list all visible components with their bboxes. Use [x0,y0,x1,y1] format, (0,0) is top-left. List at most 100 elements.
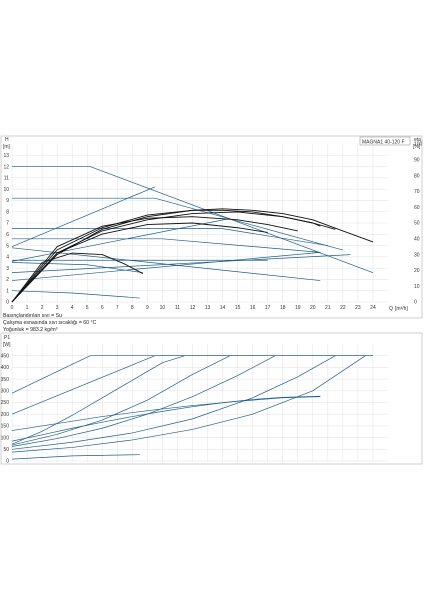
bottom-chart-frame [0,332,423,465]
x-tick-label: 7 [116,305,119,311]
x-tick-label: 6 [101,305,104,311]
x-tick-label: 18 [280,305,286,311]
x-tick-label: 15 [235,305,241,311]
x-tick-label: 23 [355,305,361,311]
head-curve-7 [11,290,140,299]
efficiency-tick-label: 90 [414,158,420,164]
efficiency-tick-label: 20 [414,268,420,274]
head-tick-label: 13 [3,153,9,159]
head-axis-unit: [m] [3,144,11,150]
head-tick-label: 0 [6,300,9,306]
efficiency-tick-label: 10 [414,284,420,290]
efficiency-tick-label: 70 [414,189,420,195]
annotation-temperature: Çalışma esnasında sıvı sıcaklığı = 60 °C [3,320,97,326]
x-tick-label: 12 [190,305,196,311]
power-chart: 0 50 100 150 200 250 300 350 400 450 P1 [W] [0,332,423,465]
efficiency-axis-unit: [%] [413,144,421,150]
x-tick-label: 8 [131,305,134,311]
head-tick-label: 5 [6,243,9,249]
top-chart-ticks: 0 1 2 3 4 5 6 7 8 9 10 11 12 13 14 15 16 17 18 19 20 21 22 23 24… [3,142,422,311]
x-tick-label: 13 [205,305,211,311]
bottom-chart-curves [11,355,373,460]
efficiency-tick-label: 50 [414,221,420,227]
head-curve-1 [12,197,343,251]
bottom-chart-grid [11,344,388,462]
power-tick-label: 200 [1,412,10,418]
head-tick-label: 8 [6,209,9,215]
head-axis-label: H [5,137,9,143]
x-tick-label: 5 [86,305,89,311]
head-tick-label: 1 [6,288,9,294]
head-curve-0 [12,166,374,273]
power-tick-label: 0 [6,459,9,465]
control-curve-10 [11,251,321,281]
x-tick-label: 2 [41,305,44,311]
efficiency-tick-label: 40 [414,237,420,243]
power-curve-3 [11,395,321,442]
power-axis-label: P1 [4,335,10,341]
efficiency-curve-16 [11,222,268,303]
annotation-liquid: Basınçlandırılan sıvı = Su [3,313,62,319]
power-curve-7 [11,355,336,450]
control-curve-9 [11,218,231,262]
head-tick-label: 12 [3,164,9,170]
annotation-density: Yoğunluk = 983.2 kg/m³ [3,327,58,333]
control-curve-11 [11,254,351,274]
power-curve-9 [11,454,140,460]
power-curve-5 [11,355,231,446]
x-tick-label: 22 [340,305,346,311]
top-chart-curves [11,166,374,303]
flow-axis-label: Q [389,306,393,312]
power-curve-4 [11,355,186,445]
x-tick-label: 4 [71,305,74,311]
x-tick-label: 11 [175,305,180,311]
efficiency-tick-label: 100 [414,142,423,148]
head-tick-label: 7 [6,221,9,227]
power-tick-label: 50 [3,447,9,453]
head-curve-2 [12,228,328,246]
power-tick-label: 300 [1,389,10,395]
head-tick-label: 11 [4,176,9,182]
efficiency-tick-label: 80 [414,173,420,179]
efficiency-axis-label: eta [414,137,421,143]
x-tick-label: 0 [11,305,14,311]
power-curve-8 [11,355,366,453]
x-tick-label: 1 [26,305,29,311]
efficiency-curve-14 [11,211,321,303]
efficiency-tick-label: 60 [414,205,420,211]
efficiency-tick-label: 0 [414,300,417,306]
head-tick-label: 2 [6,277,9,283]
x-tick-label: 17 [265,305,271,311]
power-tick-label: 150 [1,424,10,430]
flow-axis-unit: [m³/h] [395,306,408,312]
head-tick-label: 6 [6,232,9,238]
x-tick-label: 21 [325,305,331,311]
x-tick-label: 14 [220,305,226,311]
power-tick-label: 450 [1,353,10,359]
x-tick-label: 3 [56,305,59,311]
power-curve-6 [11,355,276,447]
efficiency-tick-label: 30 [414,252,420,258]
head-tick-label: 3 [6,266,9,272]
power-tick-label: 400 [1,365,10,371]
x-tick-label: 16 [250,305,256,311]
efficiency-curve-15 [11,216,298,303]
chart-title: MAGNA1 40-120 F [362,140,405,146]
power-curve-2 [11,396,321,431]
efficiency-curve-17 [11,252,144,303]
head-curve-3 [12,238,321,253]
title-box [359,136,411,146]
head-tick-label: 4 [6,255,9,261]
efficiency-curve-12 [11,208,374,303]
x-tick-label: 10 [160,305,166,311]
power-tick-label: 100 [1,435,10,441]
power-curve-1 [11,355,373,415]
x-tick-label: 19 [295,305,301,311]
x-tick-label: 9 [146,305,149,311]
top-chart-frame [0,135,423,319]
head-tick-label: 10 [3,187,9,193]
x-tick-label: 24 [370,305,376,311]
head-curve-6 [11,262,143,274]
power-axis-unit: [W] [3,342,11,348]
